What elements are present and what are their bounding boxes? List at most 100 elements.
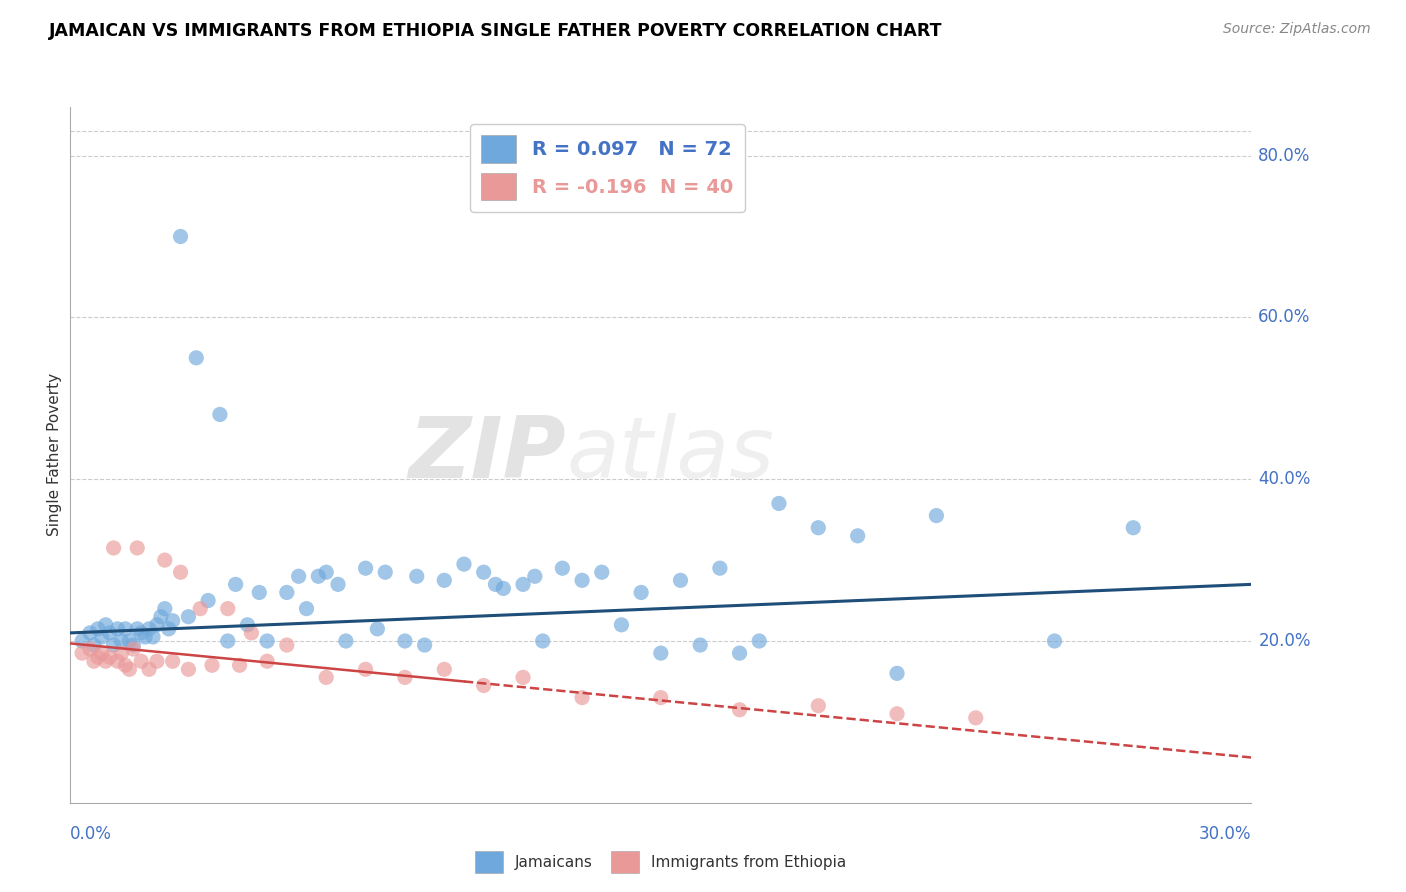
Point [276, 585, 298, 599]
Point [138, 662, 160, 676]
Point [472, 566, 495, 580]
Point [122, 642, 145, 657]
Point [650, 690, 672, 705]
Point [98, 626, 121, 640]
Point [405, 569, 427, 583]
Text: 40.0%: 40.0% [1258, 470, 1310, 488]
Point [610, 617, 633, 632]
Point [256, 634, 278, 648]
Point [177, 609, 200, 624]
Point [122, 638, 145, 652]
Point [965, 711, 987, 725]
Point [110, 646, 132, 660]
Point [79, 626, 101, 640]
Point [276, 638, 298, 652]
Point [134, 630, 156, 644]
Point [83, 638, 105, 652]
Point [240, 626, 263, 640]
Point [354, 561, 377, 575]
Point [394, 634, 416, 648]
Point [188, 601, 211, 615]
Point [315, 566, 337, 580]
Point [118, 634, 141, 648]
Legend: Jamaicans, Immigrants from Ethiopia: Jamaicans, Immigrants from Ethiopia [470, 845, 852, 879]
Point [748, 634, 770, 648]
Point [208, 408, 231, 422]
Point [217, 601, 239, 615]
Text: 20.0%: 20.0% [1258, 632, 1310, 650]
Point [394, 670, 416, 684]
Point [142, 630, 165, 644]
Point [138, 622, 160, 636]
Point [591, 566, 613, 580]
Point [90, 630, 112, 644]
Point [107, 622, 129, 636]
Point [807, 521, 830, 535]
Point [650, 646, 672, 660]
Point [87, 622, 110, 636]
Point [287, 569, 309, 583]
Text: 60.0%: 60.0% [1258, 309, 1310, 326]
Point [1122, 521, 1144, 535]
Point [146, 617, 169, 632]
Point [551, 561, 574, 575]
Point [118, 662, 141, 676]
Point [472, 678, 495, 692]
Point [768, 496, 790, 510]
Point [925, 508, 948, 523]
Y-axis label: Single Father Poverty: Single Father Poverty [46, 374, 62, 536]
Point [728, 703, 751, 717]
Point [433, 574, 456, 588]
Point [846, 529, 869, 543]
Point [669, 574, 692, 588]
Point [453, 557, 475, 571]
Text: 0.0%: 0.0% [70, 825, 112, 843]
Point [247, 585, 270, 599]
Point [94, 617, 117, 632]
Text: 80.0%: 80.0% [1258, 146, 1310, 165]
Point [114, 658, 136, 673]
Point [162, 614, 184, 628]
Point [146, 654, 169, 668]
Point [129, 626, 152, 640]
Point [98, 650, 121, 665]
Point [129, 654, 152, 668]
Point [110, 634, 132, 648]
Point [114, 622, 136, 636]
Point [127, 541, 149, 555]
Point [149, 609, 172, 624]
Point [83, 654, 105, 668]
Point [153, 601, 176, 615]
Point [295, 601, 318, 615]
Point [728, 646, 751, 660]
Point [366, 622, 388, 636]
Point [630, 585, 652, 599]
Point [354, 662, 377, 676]
Point [169, 229, 191, 244]
Point [157, 622, 180, 636]
Point [689, 638, 711, 652]
Point [94, 654, 117, 668]
Point [484, 577, 506, 591]
Text: atlas: atlas [567, 413, 775, 497]
Point [335, 634, 357, 648]
Point [103, 541, 125, 555]
Text: JAMAICAN VS IMMIGRANTS FROM ETHIOPIA SINGLE FATHER POVERTY CORRELATION CHART: JAMAICAN VS IMMIGRANTS FROM ETHIOPIA SIN… [49, 22, 942, 40]
Point [571, 574, 593, 588]
Point [228, 658, 250, 673]
Point [326, 577, 349, 591]
Point [315, 670, 337, 684]
Point [236, 617, 259, 632]
Point [374, 566, 396, 580]
Point [709, 561, 731, 575]
Point [256, 654, 278, 668]
Point [217, 634, 239, 648]
Point [307, 569, 329, 583]
Point [127, 622, 149, 636]
Point [70, 634, 93, 648]
Point [886, 706, 908, 721]
Point [186, 351, 208, 365]
Point [225, 577, 247, 591]
Point [153, 553, 176, 567]
Point [197, 593, 219, 607]
